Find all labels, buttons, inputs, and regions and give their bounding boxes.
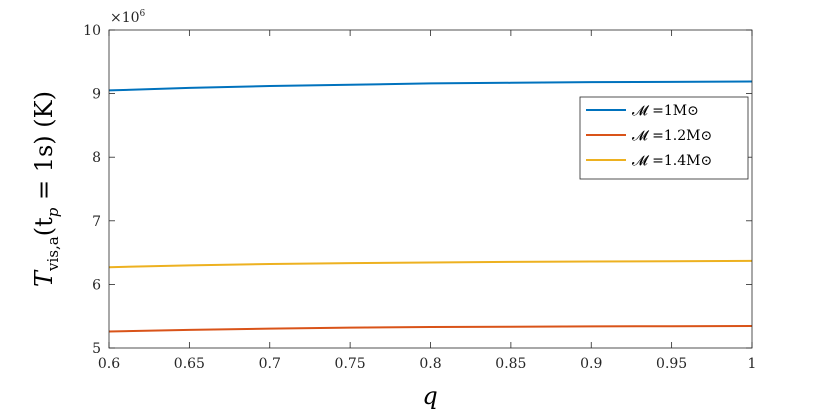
x-axis-label: q bbox=[422, 382, 437, 410]
x-tick-label: 0.95 bbox=[656, 356, 687, 372]
y-multiplier-base: ×10 bbox=[110, 10, 140, 26]
series-line-3 bbox=[108, 259, 753, 269]
y-axis-label-subscript: vis,a bbox=[44, 236, 62, 272]
x-tick-label: 0.85 bbox=[495, 356, 526, 372]
x-tick-label: 0.65 bbox=[174, 356, 205, 372]
y-tick-label: 6 bbox=[92, 277, 101, 293]
legend: 𝓜 =1M⊙ 𝓜 =1.2M⊙ 𝓜 =1.4M⊙ bbox=[579, 96, 749, 180]
y-tick-label: 7 bbox=[92, 214, 101, 230]
x-tick-label: 1 bbox=[748, 356, 757, 372]
y-multiplier-exponent: 6 bbox=[140, 9, 146, 19]
legend-label-2: 𝓜 =1.2M⊙ bbox=[632, 128, 712, 144]
y-axis-label: Tvis,a(tp = 1s) (K) bbox=[30, 91, 62, 287]
series-line-1 bbox=[108, 80, 753, 92]
x-tick-label: 0.9 bbox=[580, 356, 602, 372]
y-tick-label: 10 bbox=[83, 23, 101, 39]
y-multiplier: ×106 bbox=[110, 9, 146, 26]
y-axis-label-tail: = 1s) (K) bbox=[30, 91, 58, 208]
series-line-2 bbox=[108, 325, 753, 333]
legend-label-3: 𝓜 =1.4M⊙ bbox=[632, 153, 712, 169]
y-axis-label-p-subscript: p bbox=[44, 207, 62, 217]
y-ticks: 5 6 7 8 9 10 bbox=[83, 23, 752, 357]
y-tick-label: 8 bbox=[92, 150, 101, 166]
y-axis-label-symbol: T bbox=[30, 269, 58, 287]
y-tick-label: 5 bbox=[92, 341, 101, 357]
y-tick-label: 9 bbox=[92, 87, 101, 103]
series-layer bbox=[108, 80, 753, 333]
y-axis-label-open: (t bbox=[30, 217, 58, 236]
x-ticks: 0.6 0.65 0.7 0.75 0.8 0.85 0.9 0.95 1 bbox=[98, 30, 757, 372]
x-tick-label: 0.75 bbox=[335, 356, 366, 372]
legend-label-1: 𝓜 =1M⊙ bbox=[632, 103, 699, 119]
x-tick-label: 0.6 bbox=[98, 356, 120, 372]
plot-area bbox=[109, 30, 752, 348]
x-tick-label: 0.7 bbox=[259, 356, 281, 372]
x-tick-label: 0.8 bbox=[419, 356, 441, 372]
